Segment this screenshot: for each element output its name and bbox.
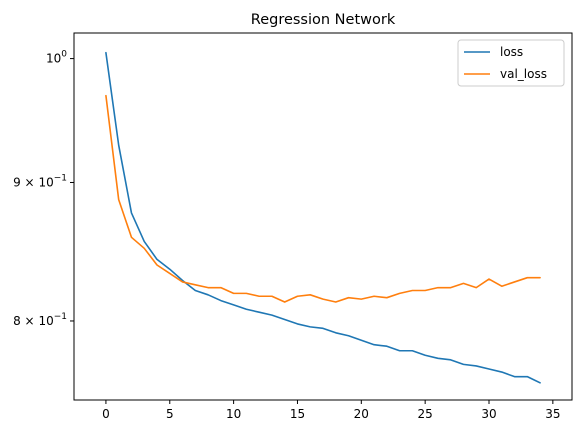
x-tick-label: 25 xyxy=(418,407,433,421)
plot-area xyxy=(105,51,541,384)
x-tick-label: 20 xyxy=(354,407,369,421)
legend-label-val-loss: val_loss xyxy=(500,67,547,81)
axes-frame xyxy=(73,32,573,401)
x-tick-label: 5 xyxy=(166,407,174,421)
x-tick-label: 30 xyxy=(481,407,496,421)
legend-label-loss: loss xyxy=(500,45,523,59)
x-tick-label: 15 xyxy=(290,407,305,421)
y-tick-label: 100 xyxy=(46,50,67,66)
x-tick-label: 10 xyxy=(226,407,241,421)
series-line-loss xyxy=(105,51,541,384)
x-tick-label: 35 xyxy=(545,407,560,421)
chart-title: Regression Network xyxy=(251,12,396,28)
y-tick-label: 9 × 10−1 xyxy=(13,173,67,189)
series-line-val-loss xyxy=(105,94,541,303)
y-tick-label: 8 × 10−1 xyxy=(13,312,67,328)
x-tick-label: 0 xyxy=(102,407,110,421)
legend: loss val_loss xyxy=(457,39,565,87)
